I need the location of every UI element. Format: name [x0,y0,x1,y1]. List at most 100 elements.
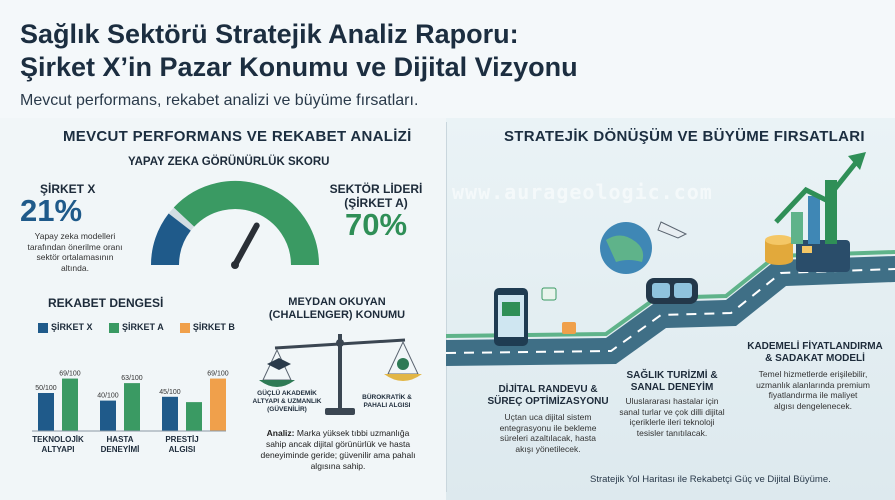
bar-0-0 [38,393,54,431]
gauge-needle-hub [231,261,239,269]
category-label: ALGISI [169,445,196,454]
gauge-leader-arc [173,181,319,266]
leader-label: SEKTÖR LİDERİ (ŞİRKET A) [326,182,426,210]
step3-text-line-1: Temel hizmetlerde erişilebilir, [758,369,868,379]
company-x-note-line-2: tarafından önerilme oranı [27,241,123,252]
bar-value-label: 63/100 [121,375,143,382]
roadmap-road [446,256,895,366]
section-divider [446,122,447,492]
analysis-line-3: deneyiminde geride; güvenilir ama pahalı [260,450,416,460]
bar-value-label: 69/100 [59,371,81,378]
analysis-line-1: Marka yüksek tıbbi uzmanlığa [296,428,410,438]
step2-title-line-1: SAĞLIK TURİZMİ & [626,370,718,381]
step3-title-line-2: & SADAKAT MODELİ [765,353,865,364]
company-x-score: 21% [20,193,83,228]
bar-2-2 [210,378,226,431]
company-x-note-line-4: altında. [61,262,89,273]
balance-scale-icon [259,334,422,415]
scale-left-line-3: (GÜVENİLİR) [267,406,307,413]
bar-2-0 [162,396,178,431]
challenger-title-line-2: (CHALLENGER) KONUMU [268,309,406,321]
step3-text-line-2: uzmanlık alanlarında premium [756,379,870,390]
bar-value-label: 40/100 [97,393,119,400]
bar-1-0 [100,400,116,431]
step1-text: Uçtan uca dijital sistem entegrasyonu il… [478,412,618,454]
scale-left-label: GÜÇLÜ AKADEMİK ALTYAPI & UZMANLIK (GÜVEN… [247,390,327,414]
scale-right-line-1: BÜROKRATİK & [362,394,412,401]
left-section-heading: MEVCUT PERFORMANS VE REKABET ANALİZİ [63,128,412,145]
company-x-note-line-3: sektör ortalamasının [36,252,114,262]
bar-chart: 50/10069/100TEKNOLOJİKALTYAPI40/10063/10… [32,371,229,454]
analysis-label: Analiz: [266,428,295,438]
step1-text-line-2: entegrasyonu ile bekleme [499,422,597,433]
growth-arrow-icon [774,152,866,244]
bar-1-1 [124,383,140,431]
step2-text-line-3: içeriklerle ileri teknoloji [629,417,715,427]
graduation-cap-icon [267,358,291,370]
bar-0-1 [62,378,78,431]
category-label: PRESTİJ [165,435,198,444]
left-panel-bg [0,118,446,500]
legend-item-x: ŞİRKET X [38,322,93,333]
step2-title-line-2: SANAL DENEYİM [630,382,714,393]
step1-title: DİJİTAL RANDEVU & SÜREÇ OPTİMİZASYONU [478,384,618,408]
category-label: DENEYİMİ [101,445,140,454]
footer-caption: Stratejik Yol Haritası ile Rekabetçi Güç… [590,474,831,485]
gauge-company-x-arc [151,213,192,266]
step1-title-line-2: SÜREÇ OPTİMİZASYONU [487,396,609,407]
page-title-line-2: Şirket X’in Pazar Konumu ve Dijital Vizy… [20,52,578,82]
workflow-node-icon [541,287,557,301]
step1-title-line-1: DİJİTAL RANDEVU & [498,384,598,395]
step1-text-line-4: akışı yönetilecek. [515,443,581,454]
step1-text-line-3: süreleri azaltılacak, hasta [500,433,596,443]
bar-2-1 [186,402,202,431]
leader-score: 70% [345,207,408,242]
watermark: www.aurageologic.com [452,180,713,204]
analysis-line-2: sahip ancak dijital görünürlük ve hasta [265,439,411,449]
bar-value-label: 69/100 [207,371,229,378]
step2-text-line-2: sanal turlar ve çok dilli dijital [619,406,725,417]
step3-title: KADEMELİ FİYATLANDIRMA & SADAKAT MODELİ [740,341,890,365]
page-title-line-1: Sağlık Sektörü Stratejik Analiz Raporu: [20,19,519,49]
step2-text-line-1: Uluslararası hastalar için [625,396,719,406]
step2-text: Uluslararası hastalar için sanal turlar … [600,396,744,438]
company-x-note-line-1: Yapay zeka modelleri [34,231,116,241]
page-title: Sağlık Sektörü Stratejik Analiz Raporu: … [20,18,720,84]
gauge-needle [232,222,260,268]
step3-text-line-3: fiyatlandırma ile maliyet [768,390,858,400]
company-x-label: ŞİRKET X [40,182,96,196]
bar-value-label: 45/100 [159,389,181,396]
leader-label-line-1: SEKTÖR LİDERİ [329,182,423,196]
lock-icon [397,358,409,370]
right-section-heading: STRATEJİK DÖNÜŞÜM VE BÜYÜME FIRSATLARI [504,128,865,145]
analysis-line-4: algısına sahip. [310,461,366,471]
chart-title: REKABET DENGESİ [48,296,164,310]
chart-legend: ŞİRKET X ŞİRKET A ŞİRKET B [38,322,238,333]
category-label: TEKNOLOJİK [32,435,84,444]
gauge-title: YAPAY ZEKA GÖRÜNÜRLÜK SKORU [128,156,330,168]
leader-label-line-2: (ŞİRKET A) [344,196,408,210]
step1-text-line-1: Uçtan uca dijital sistem [504,412,592,422]
step2-title: SAĞLIK TURİZMİ & SANAL DENEYİM [607,370,737,394]
scale-left-line-1: GÜÇLÜ AKADEMİK [257,390,317,397]
legend-item-a: ŞİRKET A [109,322,163,333]
challenger-title: MEYDAN OKUYAN (CHALLENGER) KONUMU [262,296,412,322]
analysis-text: Analiz: Marka yüksek tıbbi uzmanlığa sah… [248,428,428,472]
page-subtitle: Mevcut performans, rekabet analizi ve bü… [20,92,419,109]
step2-text-line-4: tesisler tanıtılacak. [636,427,708,438]
category-label: HASTA [107,435,134,444]
gauge-icon [151,181,319,269]
company-x-note: Yapay zeka modelleri tarafından önerilme… [16,231,134,273]
step3-title-line-1: KADEMELİ FİYATLANDIRMA [747,341,883,352]
challenger-title-line-1: MEYDAN OKUYAN [288,296,386,308]
step3-text: Temel hizmetlerde erişilebilir, uzmanlık… [735,369,891,411]
scale-right-label: BÜROKRATİK & PAHALI ALGISI [352,394,422,410]
step3-text-line-4: algısı dengelenecek. [774,400,852,411]
category-label: ALTYAPI [42,445,75,454]
scale-right-line-2: PAHALI ALGISI [363,402,411,409]
bar-value-label: 50/100 [35,385,57,392]
legend-item-b: ŞİRKET B [179,322,235,333]
scale-left-line-2: ALTYAPI & UZMANLIK [252,398,322,405]
coins-card-icon [765,235,850,272]
workflow-node-icon [562,322,576,334]
